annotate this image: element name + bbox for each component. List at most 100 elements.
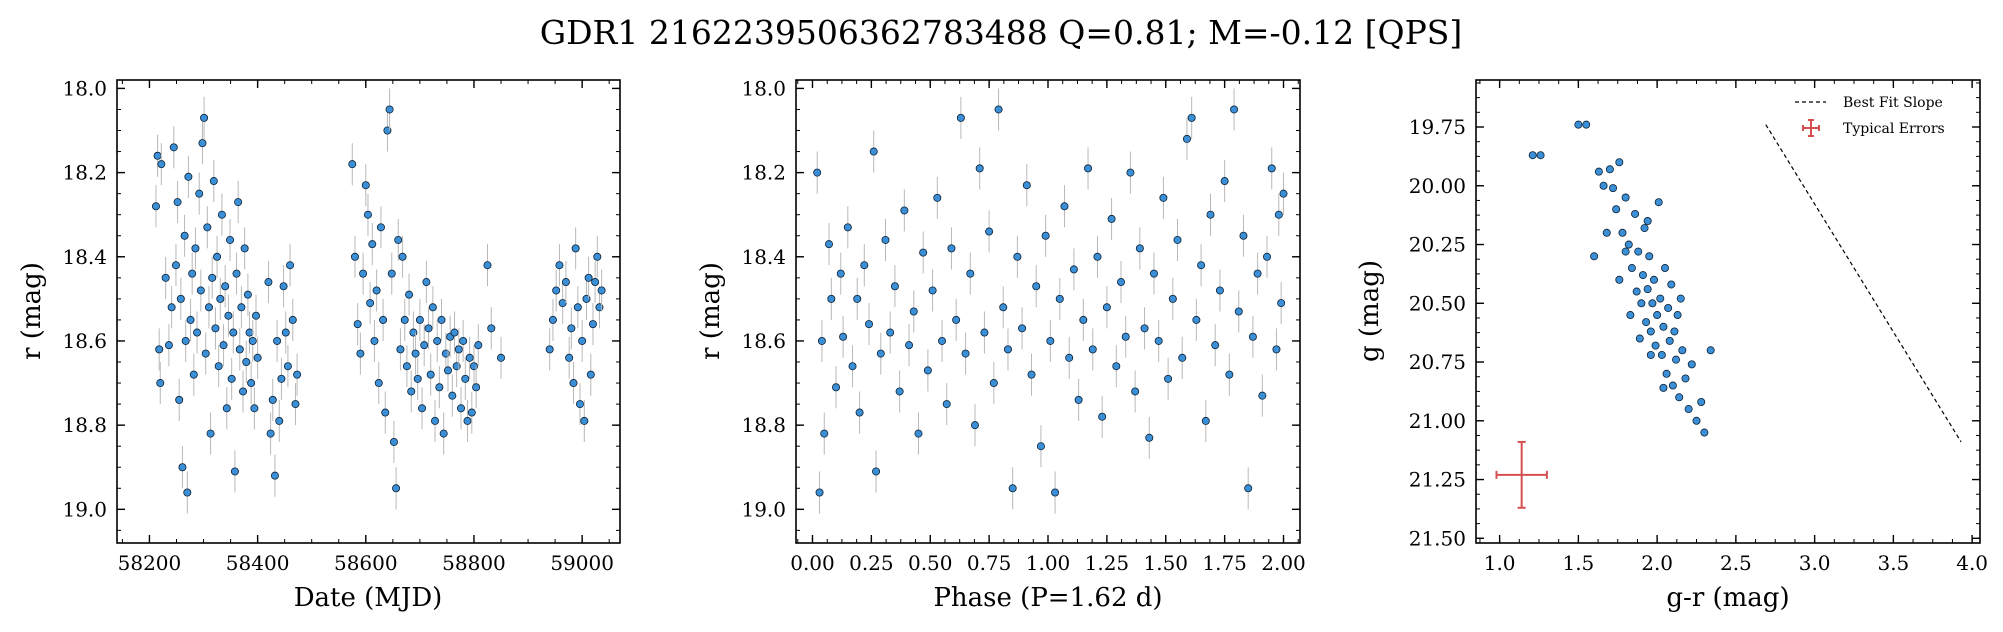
y-tick-label: 20.00 <box>1409 174 1466 198</box>
data-point <box>171 261 180 270</box>
y-axis-label: r (mag) <box>696 262 726 360</box>
x-tick-label: 3.0 <box>1799 551 1831 575</box>
data-point <box>191 244 200 253</box>
data-point <box>237 303 246 312</box>
best-fit-slope-line <box>1765 124 1962 443</box>
data-point <box>247 379 256 388</box>
data-point <box>275 416 284 425</box>
data-point <box>1643 285 1652 294</box>
data-point <box>1687 360 1696 369</box>
data-point <box>175 395 184 404</box>
data-point <box>1665 336 1674 345</box>
data-point <box>1051 488 1060 497</box>
data-point <box>591 278 600 287</box>
x-tick-label: 0.25 <box>849 551 894 575</box>
data-point <box>1594 167 1603 176</box>
data-point <box>243 290 252 299</box>
data-point <box>1632 287 1641 296</box>
data-point <box>448 391 457 400</box>
data-point <box>1253 269 1262 278</box>
data-point <box>435 383 444 392</box>
data-point <box>1274 210 1283 219</box>
data-point <box>222 404 231 413</box>
data-point <box>1263 252 1272 261</box>
data-point <box>905 341 914 350</box>
data-point <box>200 113 209 122</box>
data-point <box>1599 181 1608 190</box>
data-point <box>277 374 286 383</box>
data-point <box>869 147 878 156</box>
data-points <box>151 88 606 514</box>
data-point <box>1536 151 1545 160</box>
data-point <box>366 299 375 308</box>
data-point <box>923 366 932 375</box>
data-point <box>1164 374 1173 383</box>
data-point <box>1627 264 1636 273</box>
data-point <box>817 336 826 345</box>
data-point <box>813 168 822 177</box>
data-points <box>1528 120 1715 437</box>
x-axis-label: Phase (P=1.62 d) <box>933 583 1162 613</box>
data-point <box>1668 381 1677 390</box>
data-point <box>229 328 238 337</box>
data-point <box>1602 228 1611 237</box>
data-point <box>291 400 300 409</box>
data-point <box>586 370 595 379</box>
figure-title: GDR1 2162239506362783488 Q=0.81; M=-0.12… <box>540 13 1463 52</box>
data-point <box>1624 240 1633 249</box>
data-point <box>839 332 848 341</box>
data-point <box>555 261 564 270</box>
data-point <box>227 374 236 383</box>
data-point <box>1626 311 1635 320</box>
panel-phase-folded: 0.00 0.25 0.50 0.75 1.00 1.25 1.50 1.75 2.00 18.0… <box>696 76 1306 613</box>
data-point <box>1676 294 1685 303</box>
data-point <box>999 303 1008 312</box>
data-point <box>1121 332 1130 341</box>
data-point <box>1670 327 1679 336</box>
data-point <box>1234 307 1243 316</box>
data-point <box>1074 395 1083 404</box>
data-point <box>1659 322 1668 331</box>
x-tick-label: 0.00 <box>790 551 835 575</box>
data-point <box>1678 346 1687 355</box>
data-point <box>919 248 928 257</box>
data-point <box>426 370 435 379</box>
data-point <box>1612 205 1621 214</box>
x-tick-label: 2.0 <box>1641 551 1673 575</box>
x-tick-label: 0.50 <box>908 551 953 575</box>
data-point <box>1149 269 1158 278</box>
data-point <box>827 294 836 303</box>
data-point <box>155 345 164 354</box>
data-points <box>813 88 1288 514</box>
data-point <box>956 113 965 122</box>
data-point <box>219 341 228 350</box>
data-point <box>1018 324 1027 333</box>
data-point <box>226 235 235 244</box>
data-point <box>1154 336 1163 345</box>
data-point <box>392 484 401 493</box>
data-point <box>1640 224 1649 233</box>
data-point <box>361 181 370 190</box>
data-point <box>370 336 379 345</box>
data-point <box>465 353 474 362</box>
data-point <box>353 320 362 329</box>
data-point <box>288 315 297 324</box>
data-point <box>206 429 215 438</box>
data-point <box>985 227 994 236</box>
data-point <box>153 151 162 160</box>
data-point <box>947 244 956 253</box>
data-point <box>1215 286 1224 295</box>
data-point <box>422 278 431 287</box>
fit-and-error-marks <box>1495 124 1962 509</box>
data-point <box>359 269 368 278</box>
data-point <box>1027 370 1036 379</box>
data-point <box>1697 397 1706 406</box>
axes-frame <box>1475 79 1981 544</box>
data-point <box>178 463 187 472</box>
data-point <box>196 286 205 295</box>
data-point <box>230 467 239 476</box>
x-tick-label: 1.50 <box>1143 551 1188 575</box>
data-point <box>208 273 217 282</box>
data-point <box>240 244 249 253</box>
y-tick-label: 20.50 <box>1409 291 1466 315</box>
